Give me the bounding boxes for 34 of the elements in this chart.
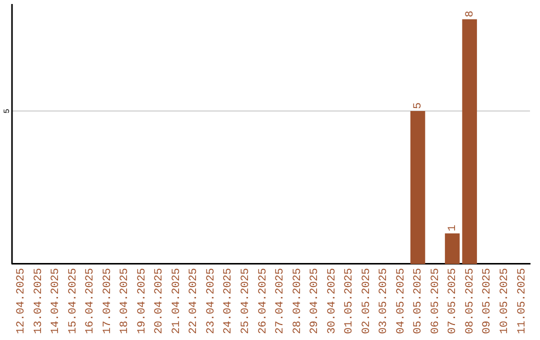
- x-tick-label: 26.04.2025: [257, 268, 270, 334]
- x-tick-label: 14.04.2025: [50, 268, 62, 334]
- x-tick-label: 08.05.2025: [464, 268, 476, 334]
- x-tick-label: 02.05.2025: [360, 268, 373, 334]
- x-tick-label: 04.05.2025: [395, 268, 408, 334]
- x-tick-label: 11.05.2025: [516, 268, 528, 334]
- x-tick-label: 24.04.2025: [222, 268, 235, 334]
- x-tick-label: 22.04.2025: [188, 268, 200, 334]
- x-tick-label: 17.04.2025: [102, 268, 114, 334]
- x-tick-label: 09.05.2025: [482, 268, 494, 334]
- x-tick-label: 01.05.2025: [344, 268, 356, 334]
- data-label: 5: [412, 102, 425, 110]
- data-label: 8: [464, 10, 476, 18]
- x-tick-label: 07.05.2025: [447, 268, 460, 334]
- x-tick-label: 29.04.2025: [309, 268, 322, 334]
- x-tick-label: 27.04.2025: [274, 268, 287, 334]
- x-tick-label: 15.04.2025: [67, 268, 80, 334]
- x-tick-label: 20.04.2025: [154, 268, 166, 334]
- x-tick-label: 21.04.2025: [170, 268, 183, 334]
- ref-line-label: 5: [3, 108, 12, 114]
- x-tick-label: 18.04.2025: [119, 268, 132, 334]
- x-tick-label: 06.05.2025: [430, 268, 442, 334]
- x-tick-label: 03.05.2025: [378, 268, 390, 334]
- x-tick-label: 28.04.2025: [292, 268, 304, 334]
- x-tick-label: 12.04.2025: [16, 268, 28, 334]
- x-tick-label: 23.04.2025: [205, 268, 218, 334]
- x-tick-label: 25.04.2025: [240, 268, 252, 334]
- x-tick-label: 30.04.2025: [326, 268, 338, 334]
- x-tick-label: 13.04.2025: [32, 268, 45, 334]
- x-tick-label: 19.04.2025: [136, 268, 148, 334]
- x-tick-label: 10.05.2025: [499, 268, 512, 334]
- x-tick-label: 16.04.2025: [84, 268, 97, 334]
- x-tick-label: 05.05.2025: [412, 268, 425, 334]
- data-label: 1: [447, 224, 460, 232]
